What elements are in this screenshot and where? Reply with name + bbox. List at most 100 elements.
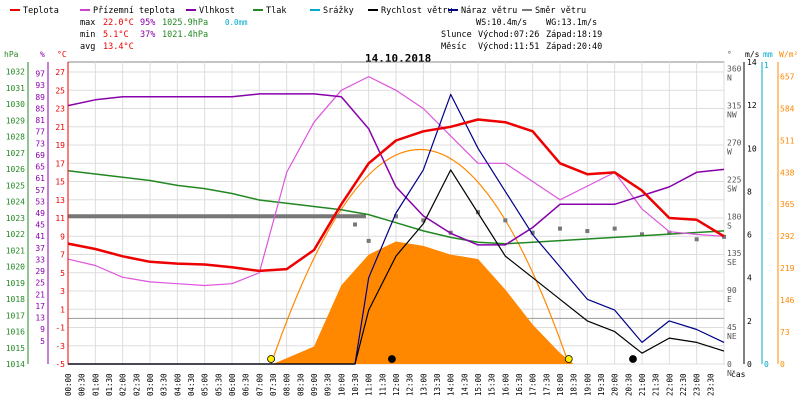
legend: Teplota Přízemní teplota Vlhkost Tlak Srážky… bbox=[10, 6, 586, 16]
temperature-tick: -5 bbox=[55, 360, 65, 369]
sunrise-info: Východ:07:26 bbox=[478, 30, 539, 40]
x-tick: 03:00 bbox=[146, 373, 155, 396]
humidity-tick: 93 bbox=[35, 81, 45, 90]
pressure-tick: 1019 bbox=[6, 279, 25, 288]
x-tick: 17:30 bbox=[542, 373, 551, 396]
sunset-info: Západ:18:19 bbox=[546, 30, 602, 40]
x-tick: 19:00 bbox=[583, 373, 592, 396]
x-tick: 18:30 bbox=[570, 373, 579, 396]
pressure-tick: 1032 bbox=[6, 68, 25, 77]
x-tick: 01:00 bbox=[91, 373, 100, 396]
wind-ms-tick: 6 bbox=[747, 231, 752, 240]
wind-dir-tick: 360 bbox=[727, 65, 742, 74]
stats-max-temp: 22.0°C bbox=[103, 18, 134, 28]
humidity-tick: 69 bbox=[35, 151, 45, 160]
stats-min-label: min bbox=[80, 30, 95, 40]
pressure-tick: 1017 bbox=[6, 311, 25, 320]
x-tick: 07:30 bbox=[269, 373, 278, 396]
temperature-tick: 25 bbox=[55, 86, 65, 95]
stats-max-label: max bbox=[80, 18, 95, 28]
solar-tick: 73 bbox=[780, 328, 790, 337]
wind-dir-tick: 135 bbox=[727, 249, 742, 258]
unit-time: čas bbox=[731, 369, 746, 379]
humidity-tick: 9 bbox=[40, 325, 45, 334]
temperature-tick: 23 bbox=[55, 105, 65, 114]
pressure-tick: 1023 bbox=[6, 214, 25, 223]
solar-tick: 511 bbox=[780, 136, 795, 145]
legend-label: Teplota bbox=[23, 6, 59, 16]
humidity-tick: 41 bbox=[35, 232, 45, 241]
wind-ms-tick: 12 bbox=[747, 101, 757, 110]
solar-tick: 146 bbox=[780, 296, 795, 305]
stats-avg-temp: 13.4°C bbox=[103, 42, 134, 52]
wind-dir-compass: SW bbox=[727, 184, 737, 193]
pressure-tick: 1031 bbox=[6, 84, 25, 93]
stats-min-press: 1021.4hPa bbox=[162, 30, 208, 40]
humidity-tick: 61 bbox=[35, 174, 45, 183]
x-tick: 21:30 bbox=[652, 373, 661, 396]
stats-avg-label: avg bbox=[80, 42, 95, 52]
wind-dir-point bbox=[503, 218, 508, 223]
wind-speed-line bbox=[68, 169, 725, 365]
solar-tick: 292 bbox=[780, 232, 795, 241]
wind-dir-compass: E bbox=[727, 295, 732, 304]
x-tick: 15:00 bbox=[474, 373, 483, 396]
x-tick: 10:30 bbox=[351, 373, 360, 396]
legend-label: Přízemní teplota bbox=[93, 6, 175, 16]
x-tick: 23:30 bbox=[706, 373, 715, 396]
pressure-tick: 1026 bbox=[6, 165, 25, 174]
x-tick: 22:30 bbox=[679, 373, 688, 396]
temperature-tick: 9 bbox=[60, 232, 65, 241]
x-tick: 17:00 bbox=[529, 373, 538, 396]
wind-dir-point bbox=[667, 230, 672, 235]
pressure-tick: 1028 bbox=[6, 133, 25, 142]
x-tick: 02:00 bbox=[119, 373, 128, 396]
temperature-tick: 1 bbox=[60, 305, 65, 314]
temperature-tick: 7 bbox=[60, 251, 65, 260]
x-tick: 20:00 bbox=[611, 373, 620, 396]
wind-dir-tick: 315 bbox=[727, 101, 742, 110]
humidity-tick: 77 bbox=[35, 128, 45, 137]
wind-dir-compass: NW bbox=[727, 110, 737, 119]
temperature-tick: -3 bbox=[55, 342, 65, 351]
wind-dir-compass: SE bbox=[727, 258, 737, 267]
wind-dir-tick: 45 bbox=[727, 323, 737, 332]
humidity-tick: 21 bbox=[35, 290, 45, 299]
wind-dir-tick: 270 bbox=[727, 138, 742, 147]
humidity-tick: 25 bbox=[35, 279, 45, 288]
humidity-tick: 81 bbox=[35, 116, 45, 125]
x-tick: 07:00 bbox=[255, 373, 264, 396]
pressure-tick: 1014 bbox=[6, 360, 25, 369]
x-tick: 06:00 bbox=[228, 373, 237, 396]
wind-speed-info: WS:10.4m/s bbox=[476, 18, 527, 28]
wind-ms-tick: 10 bbox=[747, 144, 757, 153]
x-tick: 08:00 bbox=[283, 373, 292, 396]
wind-ms-tick: 4 bbox=[747, 274, 752, 283]
temperature-tick: 5 bbox=[60, 269, 65, 278]
solar-tick: 219 bbox=[780, 264, 795, 273]
rain-tick: 0 bbox=[764, 360, 769, 369]
legend-label: Rychlost větru bbox=[381, 6, 453, 16]
moonrise-info: Východ:11:51 bbox=[478, 42, 539, 52]
x-tick: 00:30 bbox=[78, 373, 87, 396]
legend-label: Tlak bbox=[266, 6, 286, 16]
humidity-tick: 45 bbox=[35, 221, 45, 230]
humidity-tick: 37 bbox=[35, 244, 45, 253]
x-tick: 19:30 bbox=[597, 373, 606, 396]
wind-dir-point bbox=[722, 234, 726, 239]
wind-dir-tick: 0 bbox=[727, 360, 732, 369]
legend-label: Vlhkost bbox=[199, 6, 235, 16]
solar-tick: 438 bbox=[780, 168, 795, 177]
wind-dir-compass: W bbox=[727, 147, 732, 156]
solar-tick: 584 bbox=[780, 104, 795, 113]
sun-label: Slunce bbox=[441, 30, 472, 40]
pressure-tick: 1024 bbox=[6, 198, 25, 207]
unit-ms: m/s bbox=[745, 50, 760, 59]
wind-dir-point bbox=[558, 226, 562, 231]
humidity-tick: 5 bbox=[40, 337, 45, 346]
x-tick: 00:00 bbox=[64, 373, 73, 396]
pressure-tick: 1020 bbox=[6, 263, 25, 272]
solar-tick: 657 bbox=[780, 72, 795, 81]
legend-label: Srážky bbox=[323, 6, 354, 16]
